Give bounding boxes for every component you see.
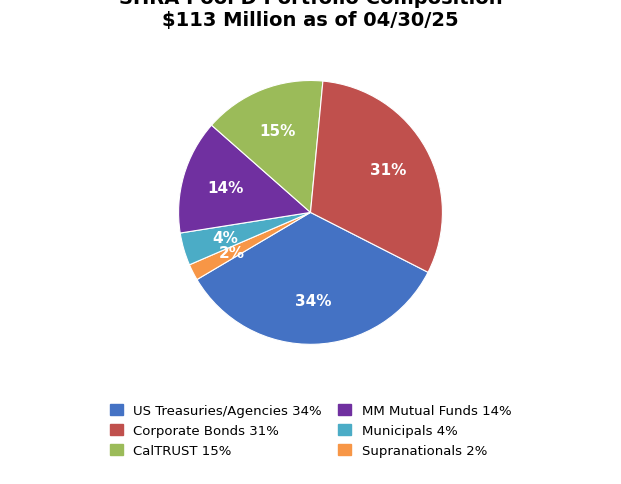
Text: 4%: 4% — [212, 230, 238, 245]
Wedge shape — [180, 213, 310, 265]
Text: 15%: 15% — [260, 123, 296, 138]
Wedge shape — [310, 82, 442, 272]
Wedge shape — [179, 126, 310, 234]
Text: 14%: 14% — [207, 181, 244, 196]
Wedge shape — [189, 213, 310, 280]
Text: 31%: 31% — [369, 163, 406, 178]
Wedge shape — [197, 213, 428, 345]
Text: 2%: 2% — [219, 245, 245, 260]
Text: 34%: 34% — [295, 294, 332, 309]
Title: SHRA Pool D Portfolio Composition
$113 Million as of 04/30/25: SHRA Pool D Portfolio Composition $113 M… — [119, 0, 502, 30]
Wedge shape — [212, 81, 323, 213]
Legend: US Treasuries/Agencies 34%, Corporate Bonds 31%, CalTRUST 15%, MM Mutual Funds 1: US Treasuries/Agencies 34%, Corporate Bo… — [110, 404, 511, 457]
